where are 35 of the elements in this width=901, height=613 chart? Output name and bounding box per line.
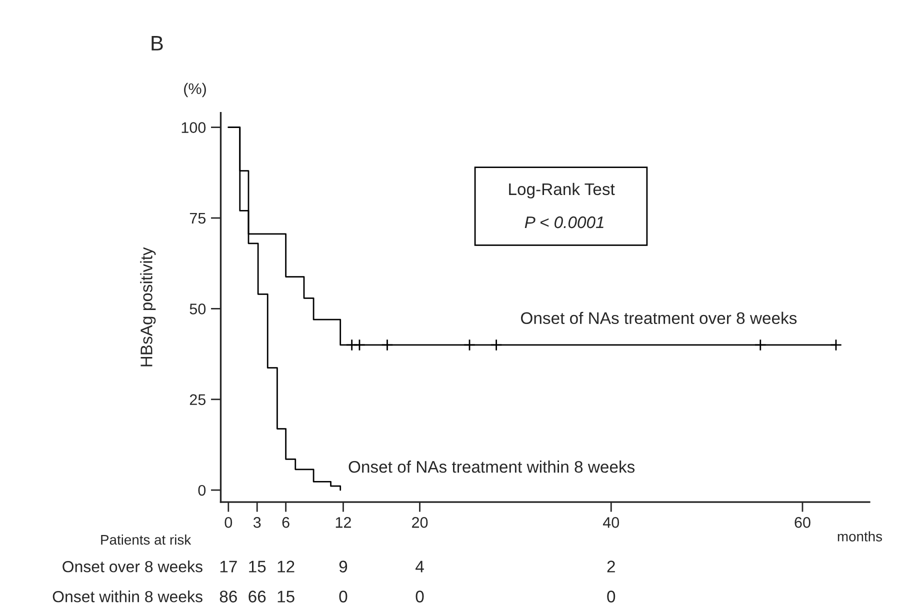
text: 9 xyxy=(339,560,348,572)
x-tick-label: 6 xyxy=(282,517,290,528)
annotation: Log-Rank Test xyxy=(509,182,615,198)
x-tick-label: 40 xyxy=(602,517,620,528)
y-tick-label: 100 xyxy=(182,122,206,133)
text: 15 xyxy=(249,560,266,572)
annotation: P < 0.0001 xyxy=(524,216,604,228)
y-tick-label: 0 xyxy=(198,484,206,496)
text: 12 xyxy=(278,560,294,572)
x-tick-label: 12 xyxy=(336,517,351,528)
y-tick-label: 50 xyxy=(190,304,206,314)
x-tick-label: 3 xyxy=(253,517,261,528)
text: Onset within 8 weeks xyxy=(52,590,202,602)
x-tick-label: 60 xyxy=(794,517,810,528)
text: 66 xyxy=(248,590,266,602)
text: Patients at risk xyxy=(101,534,192,545)
chart-title: B xyxy=(152,36,163,50)
x-tick-label: 20 xyxy=(412,517,428,528)
text: 4 xyxy=(416,560,424,572)
text: (%) xyxy=(184,82,206,98)
y-axis-title: HBsAg positivity xyxy=(140,247,156,366)
text: 0 xyxy=(416,590,424,602)
text: 0 xyxy=(339,590,348,602)
text: 86 xyxy=(220,590,237,602)
text: 15 xyxy=(278,590,294,602)
y-tick-label: 75 xyxy=(190,213,206,224)
x-axis-title: months xyxy=(838,531,882,542)
series-label: Onset of NAs treatment within 8 weeks xyxy=(348,460,635,473)
series-label: Onset of NAs treatment over 8 weeks xyxy=(521,312,797,324)
text: 0 xyxy=(607,590,616,602)
y-tick-label: 25 xyxy=(190,394,206,406)
text: 2 xyxy=(607,560,615,572)
text: Onset over 8 weeks xyxy=(62,560,202,572)
text: 17 xyxy=(220,560,237,572)
x-tick-label: 0 xyxy=(224,517,232,528)
